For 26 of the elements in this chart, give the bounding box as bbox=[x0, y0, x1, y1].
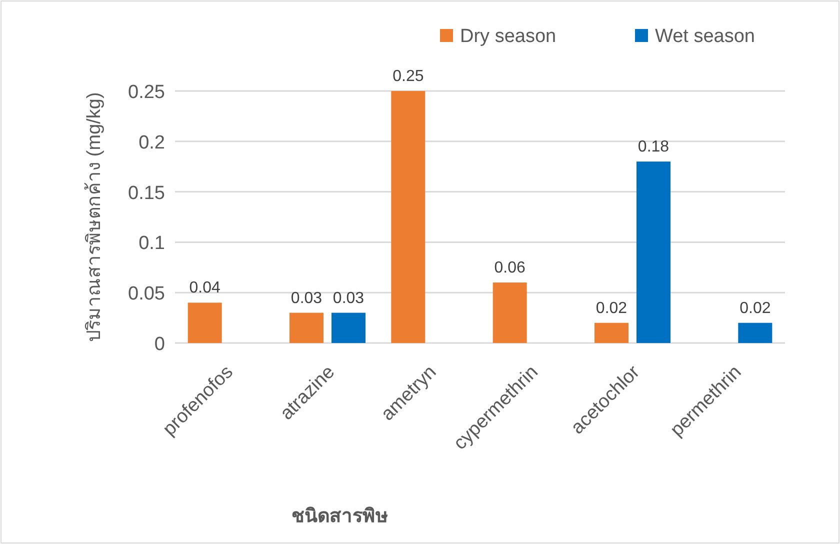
data-label: 0.25 bbox=[392, 68, 424, 85]
bar bbox=[492, 282, 527, 343]
y-axis-title: ปริมาณสารพิษตกค้าง (mg/kg) bbox=[84, 92, 105, 342]
y-tick-label: 0 bbox=[154, 334, 165, 355]
bar bbox=[636, 162, 670, 343]
legend-label: Wet season bbox=[655, 26, 755, 47]
data-label: 0.04 bbox=[189, 280, 221, 297]
bar bbox=[290, 312, 324, 343]
legend-label: Dry season bbox=[460, 26, 556, 47]
y-tick-label: 0.05 bbox=[128, 284, 165, 305]
bar bbox=[738, 322, 772, 343]
y-tick-label: 0.25 bbox=[128, 82, 165, 103]
data-label: 0.06 bbox=[494, 260, 526, 277]
data-label: 0.02 bbox=[596, 300, 628, 317]
data-label: 0.03 bbox=[290, 290, 322, 307]
bar bbox=[594, 322, 628, 343]
data-label: 0.02 bbox=[740, 300, 771, 317]
y-tick-label: 0.15 bbox=[128, 182, 165, 204]
data-label: 0.18 bbox=[638, 138, 670, 156]
data-label: 0.03 bbox=[332, 290, 364, 307]
y-tick-label: 0.2 bbox=[138, 132, 165, 154]
bar bbox=[332, 312, 366, 343]
x-axis-title: ชนิดสารพิษ bbox=[292, 506, 388, 527]
bar bbox=[188, 302, 222, 343]
bar bbox=[391, 91, 426, 343]
y-tick-label: 0.1 bbox=[138, 233, 165, 254]
